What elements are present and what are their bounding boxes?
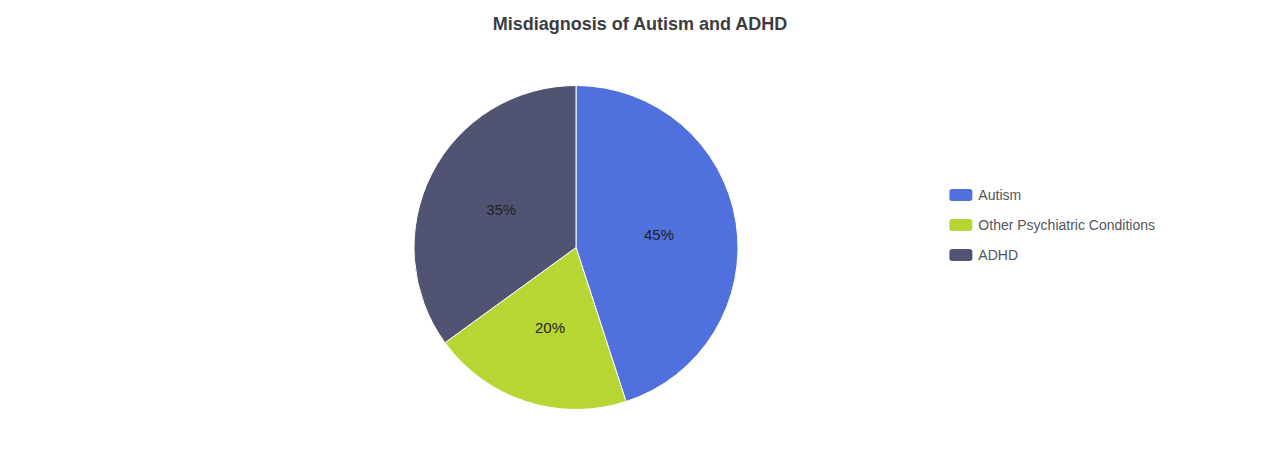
svg-text:Autism: Autism (978, 187, 1021, 203)
svg-text:45%: 45% (644, 226, 674, 243)
svg-text:ADHD: ADHD (978, 247, 1018, 263)
svg-text:35%: 35% (486, 201, 516, 218)
svg-text:Misdiagnosis of Autism and ADH: Misdiagnosis of Autism and ADHD (493, 14, 788, 34)
svg-text:20%: 20% (535, 319, 565, 336)
svg-text:Other Psychiatric Conditions: Other Psychiatric Conditions (978, 217, 1155, 233)
